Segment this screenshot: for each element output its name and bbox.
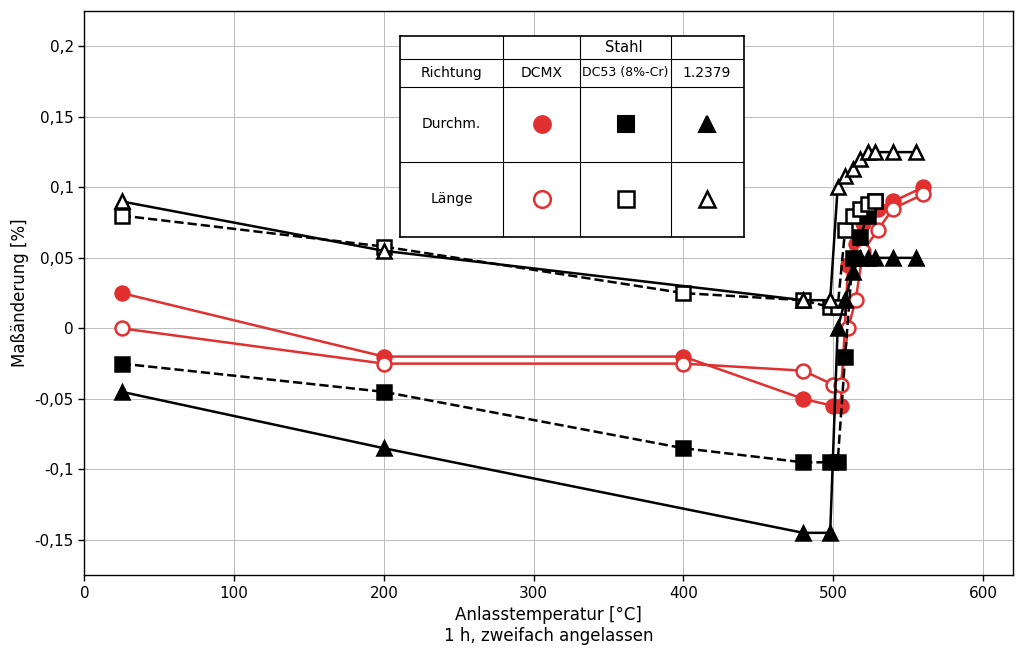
- Y-axis label: Maßänderung [%]: Maßänderung [%]: [11, 219, 29, 367]
- X-axis label: Anlasstemperatur [°C]
1 h, zweifach angelassen: Anlasstemperatur [°C] 1 h, zweifach ange…: [443, 606, 653, 645]
